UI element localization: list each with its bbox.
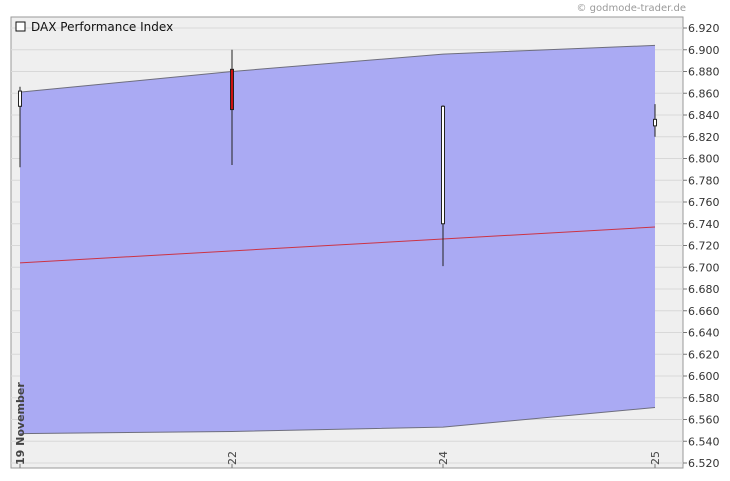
mid-line — [19, 226, 656, 264]
candle-body-1 — [230, 68, 234, 111]
legend: DAX Performance Index — [15, 20, 173, 34]
y-tick-label-6820: 6.820 — [688, 131, 720, 144]
y-tick-label-6740: 6.740 — [688, 218, 720, 231]
band-fill — [20, 45, 655, 434]
moving-average — [19, 226, 656, 264]
bollinger-band — [19, 44, 656, 435]
y-tick-label-6560: 6.560 — [688, 414, 720, 427]
y-tick-label-6720: 6.720 — [688, 240, 720, 253]
y-tick-label-6900: 6.900 — [688, 44, 720, 57]
y-tick-label-6540: 6.540 — [688, 435, 720, 448]
candle-body-2 — [441, 105, 445, 225]
y-tick-label-6780: 6.780 — [688, 174, 720, 187]
band-lower-line — [19, 407, 656, 435]
y-tick-label-6880: 6.880 — [688, 66, 720, 79]
y-tick-label-6640: 6.640 — [688, 327, 720, 340]
y-axis: 6.920 6.900 6.880 6.860 6.840 6.820 6.800 6.780… — [683, 22, 720, 470]
legend-swatch — [15, 21, 26, 32]
y-tick-label-6580: 6.580 — [688, 392, 720, 405]
y-tick-label-6600: 6.600 — [688, 370, 720, 383]
y-tick-label-6920: 6.920 — [688, 22, 720, 35]
y-tick-label-6660: 6.660 — [688, 305, 720, 318]
chart-title: DAX Performance Index — [31, 20, 173, 34]
candle-body-3 — [653, 118, 657, 127]
y-tick-label-6800: 6.800 — [688, 153, 720, 166]
x-tick-label-1: 22 — [226, 451, 239, 465]
y-tick-label-6760: 6.760 — [688, 196, 720, 209]
band-upper-line — [19, 44, 656, 93]
x-tick-label-3: 25 — [649, 451, 662, 465]
y-tick-label-6860: 6.860 — [688, 87, 720, 100]
candle-body-0 — [18, 90, 22, 107]
y-tick-label-6700: 6.700 — [688, 261, 720, 274]
watermark: © godmode-trader.de — [577, 3, 687, 14]
x-tick-label-0: 19 November — [14, 382, 27, 465]
y-tick-label-6680: 6.680 — [688, 283, 720, 296]
candlesticks — [18, 49, 657, 267]
y-tick-label-6520: 6.520 — [688, 457, 720, 470]
x-tick-label-2: 24 — [437, 451, 450, 465]
x-axis: 19 November 22 24 25 — [14, 382, 662, 468]
y-tick-label-6620: 6.620 — [688, 348, 720, 361]
y-tick-label-6840: 6.840 — [688, 109, 720, 122]
